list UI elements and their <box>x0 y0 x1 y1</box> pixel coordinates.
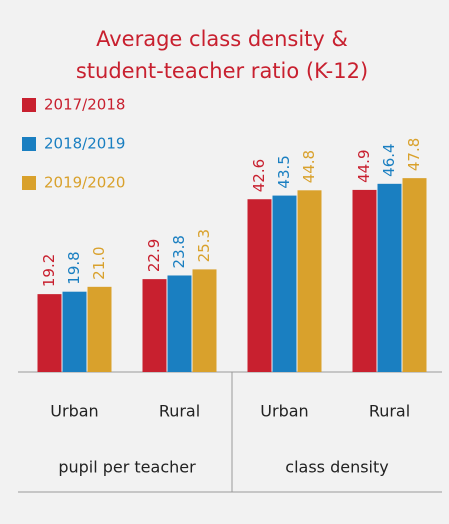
bar <box>352 189 377 372</box>
value-label: 44.8 <box>300 150 318 183</box>
value-label: 25.3 <box>195 229 213 262</box>
value-label: 19.2 <box>40 254 58 287</box>
value-label: 46.4 <box>380 143 398 176</box>
legend-swatch <box>22 176 36 190</box>
legend-swatch <box>22 137 36 151</box>
legend-text: 2017/2018 <box>44 96 125 114</box>
bar <box>377 183 402 372</box>
chart-title: student-teacher ratio (K-12) <box>76 59 368 83</box>
bar <box>142 279 167 372</box>
bar <box>402 178 427 372</box>
value-label: 23.8 <box>170 235 188 268</box>
bar <box>272 195 297 372</box>
value-label: 22.9 <box>145 239 163 272</box>
value-label: 42.6 <box>250 159 268 192</box>
bar <box>247 199 272 372</box>
legend-text: 2019/2020 <box>44 174 125 192</box>
x-tick-label: Rural <box>159 402 200 421</box>
value-label: 44.9 <box>355 149 373 182</box>
chart-title: Average class density & <box>96 27 348 51</box>
bar <box>62 291 87 372</box>
bar <box>297 190 322 372</box>
value-label: 21.0 <box>90 246 108 279</box>
group-label: pupil per teacher <box>58 458 196 477</box>
x-tick-label: Urban <box>260 402 308 421</box>
x-tick-label: Rural <box>369 402 410 421</box>
bar <box>37 294 62 372</box>
value-label: 47.8 <box>405 138 423 171</box>
bar <box>192 269 217 372</box>
value-label: 43.5 <box>275 155 293 188</box>
bar <box>87 286 112 372</box>
bar <box>167 275 192 372</box>
x-tick-label: Urban <box>50 402 98 421</box>
value-label: 19.8 <box>65 251 83 284</box>
legend-swatch <box>22 98 36 112</box>
legend-text: 2018/2019 <box>44 135 125 153</box>
group-label: class density <box>285 458 388 477</box>
